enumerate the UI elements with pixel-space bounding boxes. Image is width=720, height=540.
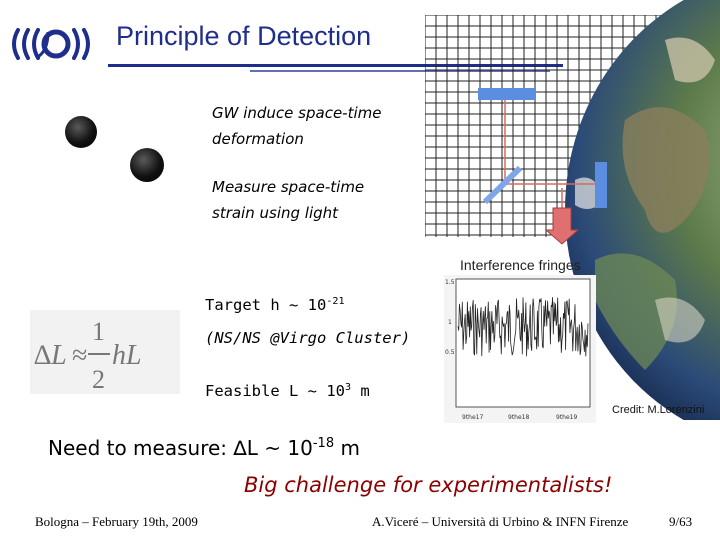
target-line: Target h ~ 10-21	[205, 296, 345, 314]
target-prefix: Target h ~ 10	[205, 296, 327, 314]
target-exponent: -21	[326, 295, 345, 307]
arrow-down-icon	[544, 207, 580, 245]
title-underline	[108, 64, 563, 67]
black-hole-1	[65, 116, 97, 148]
fringes-label: Interference fringes	[460, 257, 581, 273]
black-hole-2	[130, 148, 164, 182]
formula-delta-l: ∆L ≈ 1 2 hL	[30, 310, 180, 394]
feasible-line: Feasible L ~ 103 m	[205, 382, 370, 400]
need-suffix: m	[334, 436, 360, 460]
credit-text: Credit: M.Lorenzini	[612, 404, 705, 416]
mirror-right	[595, 162, 607, 208]
plot-xtick-2: 9the18	[508, 414, 529, 421]
ego-logo-icon	[12, 28, 90, 60]
formula-denominator: 2	[92, 365, 105, 394]
measure-description: Measure space-time strain using light	[212, 174, 432, 226]
measure-line-1: Measure space-time	[212, 178, 365, 196]
measure-line-2: strain using light	[212, 204, 339, 222]
formula-lhs: ∆L	[34, 340, 67, 371]
footer-middle: A.Viceré – Università di Urbino & INFN F…	[372, 514, 629, 529]
need-prefix: Need to measure:	[48, 436, 234, 460]
plot-xtick-1: 9the17	[462, 414, 483, 421]
plot-ytick-1: 1.5	[445, 279, 455, 286]
feasible-exponent: 3	[344, 381, 352, 393]
beam-splitter	[482, 165, 523, 205]
feasible-suffix: m	[351, 382, 370, 400]
need-mid: L ~ 10	[246, 436, 313, 460]
mirror-top	[478, 88, 536, 100]
earth-globe-image	[565, 0, 720, 420]
plot-ytick-3: 0.5	[445, 349, 455, 356]
need-to-measure: Need to measure: ∆L ~ 10-18 m	[48, 436, 360, 460]
plot-xtick-3: 9the19	[556, 414, 577, 421]
gw-line-1: GW induce space-time	[212, 104, 382, 122]
feasible-prefix: Feasible L ~ 10	[205, 382, 345, 400]
fringes-plot: 1.5 1 0.5 9the17 9the18 9the19	[444, 275, 596, 423]
formula-approx: ≈	[72, 340, 87, 371]
gw-line-2: deformation	[212, 130, 304, 148]
page-number: 9/63	[669, 514, 693, 529]
interferometer-diagram	[478, 88, 607, 245]
footer-left: Bologna – February 19th, 2009	[35, 514, 198, 529]
need-exponent: -18	[312, 436, 335, 452]
fringe-trace	[457, 297, 589, 357]
formula-numerator: 1	[92, 317, 105, 346]
gw-description: GW induce space-time deformation	[212, 100, 432, 152]
challenge-text: Big challenge for experimentalists!	[244, 473, 613, 497]
formula-rhs: hL	[112, 340, 142, 371]
target-note: (NS/NS @Virgo Cluster)	[205, 329, 411, 347]
title-underline-accent	[250, 70, 550, 72]
need-delta: ∆	[233, 436, 247, 460]
page-title: Principle of Detection	[116, 21, 372, 51]
plot-ytick-2: 1	[448, 319, 452, 326]
